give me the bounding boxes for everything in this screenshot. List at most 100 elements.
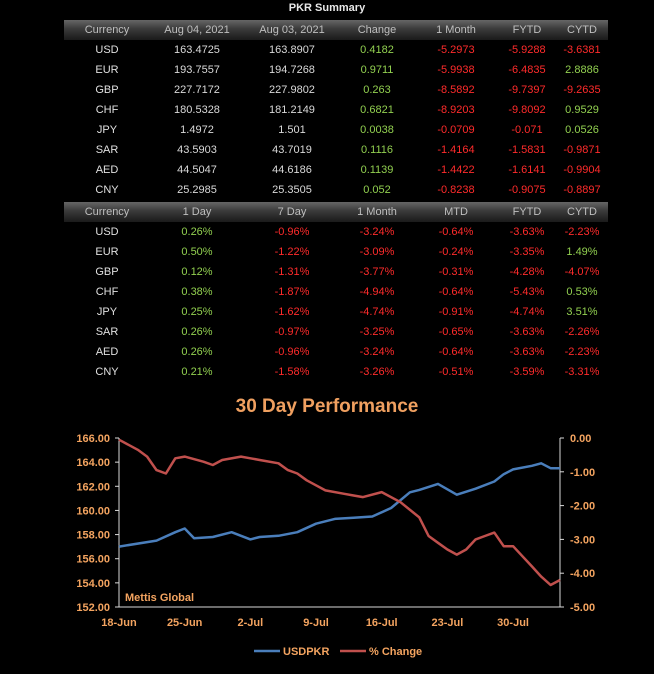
- currency-code: USD: [95, 226, 119, 238]
- left-tick-label: 154.00: [76, 578, 110, 590]
- currency-code: CHF: [95, 286, 119, 298]
- rate-row: CHF 180.5328 181.2149 0.6821 -8.9203 -9.8092 0…: [64, 100, 608, 120]
- x-tick-label: 18-Jun: [101, 617, 137, 629]
- column-header: CYTD: [567, 24, 597, 36]
- table-cell: -0.91%: [438, 306, 474, 318]
- table-cell: 193.7557: [174, 64, 220, 76]
- table-cell: -1.6141: [508, 164, 546, 176]
- table-cell: -0.0709: [437, 124, 475, 136]
- column-header: 7 Day: [277, 206, 307, 218]
- column-header: Change: [357, 24, 397, 36]
- table-cell: -3.59%: [509, 366, 545, 378]
- currency-code: AED: [95, 164, 119, 176]
- rate-row: JPY 1.4972 1.501 0.0038 -0.0709 -0.071 0.0526: [64, 120, 608, 140]
- table-cell: -8.5892: [437, 84, 475, 96]
- table-cell: -2.23%: [564, 346, 600, 358]
- left-tick-label: 166.00: [76, 433, 110, 445]
- table-cell: -3.77%: [359, 266, 395, 278]
- column-header: FYTD: [512, 206, 542, 218]
- pct-change-table: Currency 1 Day 7 Day 1 Month MTD FYTD CY…: [64, 202, 608, 382]
- column-header: 1 Month: [357, 206, 397, 218]
- table-cell: -4.07%: [564, 266, 600, 278]
- left-tick-label: 152.00: [76, 602, 110, 614]
- x-tick-label: 16-Jul: [366, 617, 398, 629]
- table-cell: 0.4182: [360, 44, 394, 56]
- table-cell: 3.51%: [566, 306, 598, 318]
- table-cell: -0.64%: [438, 346, 474, 358]
- table-cell: -0.9904: [563, 164, 601, 176]
- x-tick-label: 25-Jun: [167, 617, 203, 629]
- table-cell: -3.63%: [509, 346, 545, 358]
- right-tick-label: -1.00: [570, 467, 595, 479]
- table-cell: -3.24%: [359, 346, 395, 358]
- table-cell: 0.263: [363, 84, 391, 96]
- table-cell: 0.50%: [181, 246, 213, 258]
- currency-code: CNY: [95, 184, 119, 196]
- pct-row: AED 0.26% -0.96% -3.24% -0.64% -3.63% -2.23%: [64, 342, 608, 362]
- table-cell: -9.7397: [508, 84, 546, 96]
- column-header: Aug 03, 2021: [259, 24, 325, 36]
- table-cell: 0.38%: [181, 286, 213, 298]
- table-cell: 194.7268: [269, 64, 315, 76]
- table-cell: -0.9871: [563, 144, 601, 156]
- table-cell: 44.5047: [177, 164, 217, 176]
- table-cell: -3.6381: [563, 44, 601, 56]
- left-tick-label: 158.00: [76, 530, 110, 542]
- column-header: CYTD: [567, 206, 597, 218]
- pct-change-line: [118, 438, 561, 587]
- table-cell: -0.9075: [508, 184, 546, 196]
- table-cell: -5.2973: [437, 44, 475, 56]
- table-cell: -5.9288: [508, 44, 546, 56]
- left-tick-label: 164.00: [76, 457, 110, 469]
- currency-code: SAR: [95, 144, 119, 156]
- currency-code: EUR: [95, 64, 119, 76]
- table-cell: 1.501: [278, 124, 306, 136]
- table-cell: 0.6821: [360, 104, 394, 116]
- table-cell: -4.94%: [359, 286, 395, 298]
- currency-code: USD: [95, 44, 119, 56]
- table-cell: 1.49%: [566, 246, 598, 258]
- pct-table-header: Currency 1 Day 7 Day 1 Month MTD FYTD CY…: [64, 202, 608, 222]
- table-cell: -3.35%: [509, 246, 545, 258]
- table-cell: -1.4164: [437, 144, 475, 156]
- currency-code: EUR: [95, 246, 119, 258]
- rate-row: USD 163.4725 163.8907 0.4182 -5.2973 -5.9288 -…: [64, 40, 608, 60]
- rate-row: CNY 25.2985 25.3505 0.052 -0.8238 -0.9075 -0.8…: [64, 180, 608, 200]
- table-cell: -1.22%: [274, 246, 310, 258]
- column-header: Currency: [84, 24, 130, 36]
- x-tick-label: 30-Jul: [497, 617, 529, 629]
- x-tick-label: 2-Jul: [238, 617, 264, 629]
- table-cell: 0.12%: [181, 266, 213, 278]
- table-cell: 0.21%: [181, 366, 213, 378]
- table-cell: -1.4422: [437, 164, 475, 176]
- table-cell: -4.74%: [509, 306, 545, 318]
- table-cell: -5.9938: [437, 64, 475, 76]
- pct-row: EUR 0.50% -1.22% -3.09% -0.24% -3.35% 1.49%: [64, 242, 608, 262]
- pct-row: JPY 0.25% -1.62% -4.74% -0.91% -4.74% 3.51%: [64, 302, 608, 322]
- table-cell: 0.9529: [565, 104, 599, 116]
- pct-row: SAR 0.26% -0.97% -3.25% -0.65% -3.63% -2.26%: [64, 322, 608, 342]
- column-header: FYTD: [512, 24, 542, 36]
- table-cell: 0.9711: [360, 64, 394, 76]
- column-header: Currency: [84, 206, 130, 218]
- table-cell: -3.24%: [359, 226, 395, 238]
- legend-usdpkr-label: USDPKR: [283, 646, 330, 658]
- table-cell: 180.5328: [174, 104, 220, 116]
- table-cell: -6.4835: [508, 64, 546, 76]
- left-tick-label: 156.00: [76, 554, 110, 566]
- table-cell: -0.8238: [437, 184, 475, 196]
- table-cell: -0.64%: [438, 226, 474, 238]
- pct-row: GBP 0.12% -1.31% -3.77% -0.31% -4.28% -4.07%: [64, 262, 608, 282]
- table-cell: -3.25%: [359, 326, 395, 338]
- table-cell: -3.63%: [509, 326, 545, 338]
- column-header: Aug 04, 2021: [164, 24, 230, 36]
- table-cell: -1.62%: [274, 306, 310, 318]
- table-cell: -0.64%: [438, 286, 474, 298]
- watermark: Mettis Global: [125, 592, 194, 604]
- table-cell: -9.8092: [508, 104, 546, 116]
- table-cell: -0.8897: [563, 184, 601, 196]
- table-cell: -4.28%: [509, 266, 545, 278]
- currency-code: AED: [95, 346, 119, 358]
- table-cell: -3.26%: [359, 366, 395, 378]
- table-cell: -0.31%: [438, 266, 474, 278]
